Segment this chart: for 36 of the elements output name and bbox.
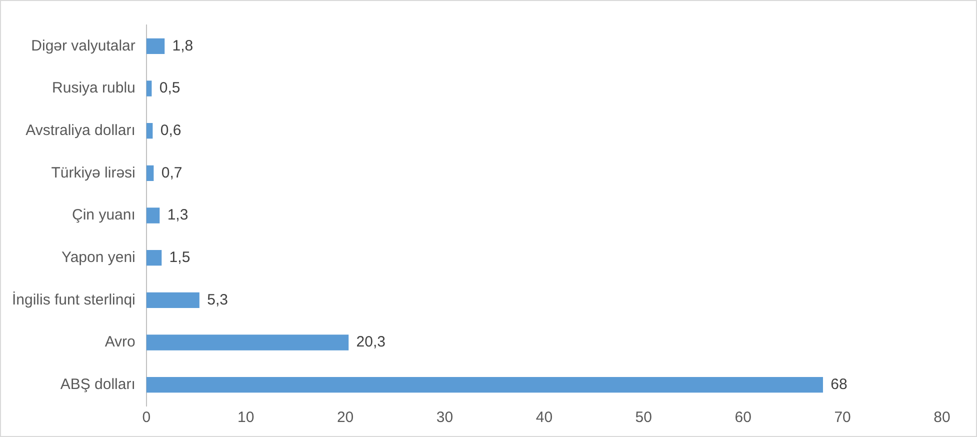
y-tick-label: Çin yuanı <box>72 206 136 224</box>
bar <box>146 334 349 350</box>
y-tick-label: Avstraliya dolları <box>26 122 136 139</box>
data-label: 1,8 <box>172 37 194 54</box>
x-tick-label: 0 <box>142 409 151 426</box>
y-tick-label: İngilis funt sterlinqi <box>12 290 136 308</box>
y-tick-label: Türkiyə lirəsi <box>51 164 136 182</box>
data-label: 0,6 <box>160 122 182 139</box>
bar <box>146 123 153 139</box>
bar <box>146 165 154 181</box>
y-tick-label: Rusiya rublu <box>52 80 136 97</box>
x-tick-label: 20 <box>336 409 354 426</box>
x-tick-label: 40 <box>536 409 553 426</box>
x-tick-label: 70 <box>834 409 851 426</box>
y-tick-label: Yapon yeni <box>61 248 136 266</box>
y-tick-label: Digər valyutalar <box>31 37 136 54</box>
x-tick-label: 10 <box>238 409 254 426</box>
x-tick-label: 50 <box>635 409 652 426</box>
data-label: 1,3 <box>167 206 188 224</box>
x-tick-label: 80 <box>934 409 950 426</box>
bar <box>146 292 200 308</box>
bar <box>146 38 165 54</box>
data-label: 5,3 <box>207 291 228 308</box>
bar <box>146 377 823 393</box>
x-tick-label: 60 <box>734 409 752 426</box>
data-label: 0,7 <box>161 164 182 182</box>
y-tick-label: Avro <box>104 334 136 351</box>
data-label: 20,3 <box>356 334 386 351</box>
y-tick-label: ABŞ dolları <box>60 376 136 393</box>
bar <box>146 250 162 266</box>
data-label: 0,5 <box>159 80 180 97</box>
bar <box>146 208 160 224</box>
data-label: 68 <box>830 376 848 393</box>
bar <box>146 80 152 96</box>
data-label: 1,5 <box>169 248 190 266</box>
x-tick-label: 30 <box>436 409 454 426</box>
